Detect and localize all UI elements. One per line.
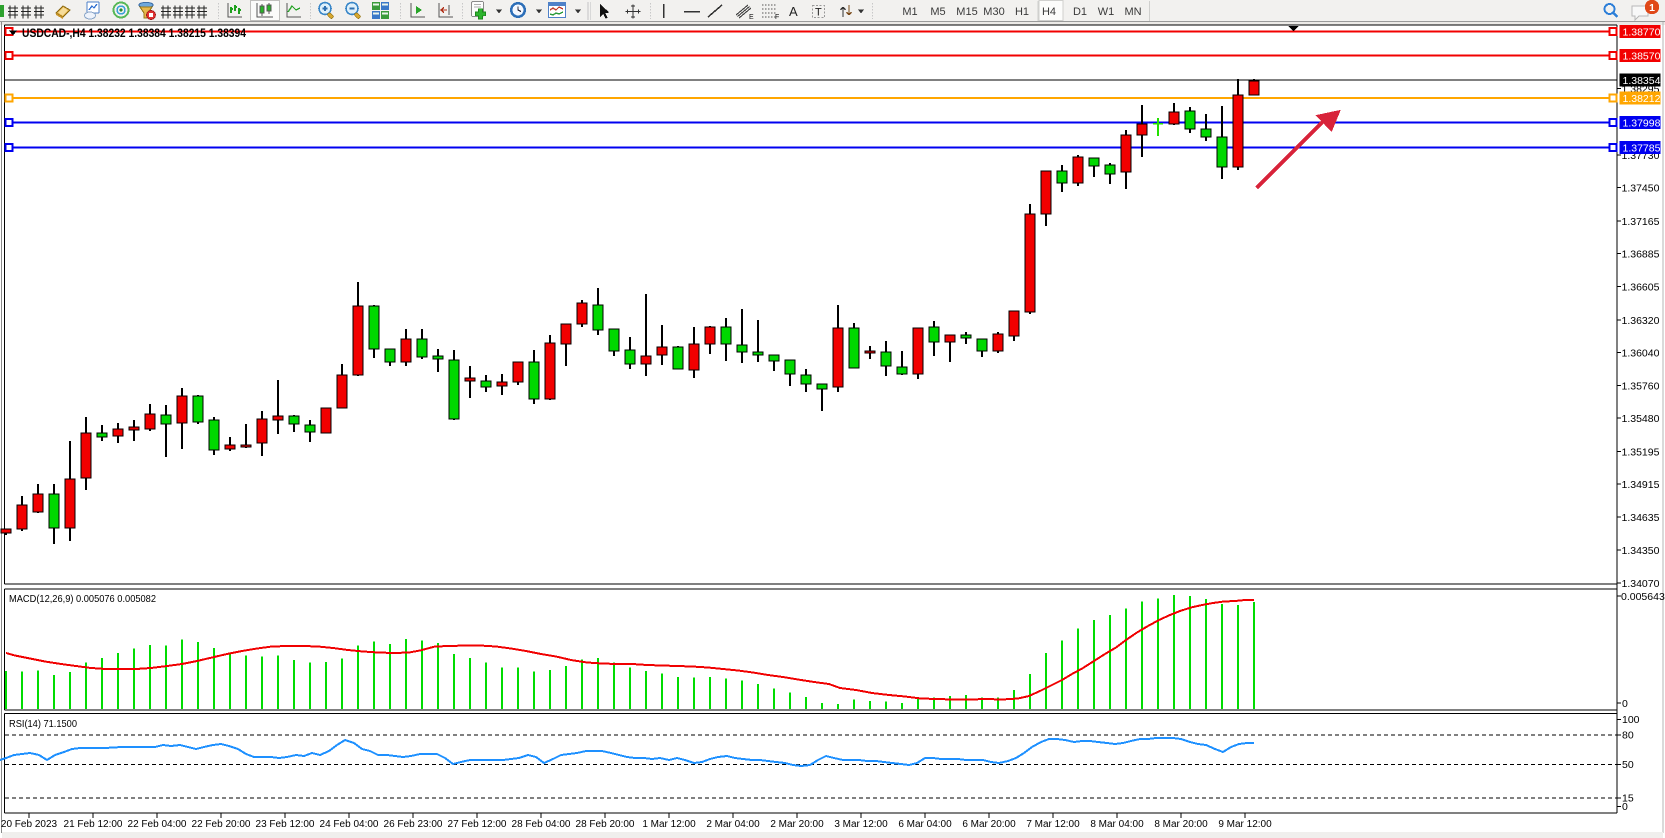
svg-text:23 Feb 12:00: 23 Feb 12:00 xyxy=(256,819,315,830)
svg-text:3 Mar 12:00: 3 Mar 12:00 xyxy=(834,819,888,830)
svg-text:8 Mar 20:00: 8 Mar 20:00 xyxy=(1154,819,1208,830)
svg-text:H4: H4 xyxy=(1042,6,1056,18)
svg-text:1.37450: 1.37450 xyxy=(1622,182,1660,194)
svg-text:1.38570: 1.38570 xyxy=(1623,50,1661,62)
svg-text:RSI(14) 71.1500: RSI(14) 71.1500 xyxy=(9,718,77,730)
svg-text:26 Feb 23:00: 26 Feb 23:00 xyxy=(384,819,443,830)
svg-text:1.35195: 1.35195 xyxy=(1622,446,1660,458)
svg-text:M1: M1 xyxy=(902,6,917,18)
svg-text:1.38212: 1.38212 xyxy=(1623,93,1661,105)
svg-text:MN: MN xyxy=(1124,6,1141,18)
svg-text:1.36320: 1.36320 xyxy=(1622,315,1660,327)
svg-text:1.35480: 1.35480 xyxy=(1622,413,1660,425)
svg-text:D1: D1 xyxy=(1073,6,1087,18)
svg-text:1.34350: 1.34350 xyxy=(1622,545,1660,557)
svg-text:M30: M30 xyxy=(983,6,1004,18)
svg-text:1.38770: 1.38770 xyxy=(1623,26,1661,38)
svg-text:28 Feb 20:00: 28 Feb 20:00 xyxy=(576,819,635,830)
svg-text:21 Feb 12:00: 21 Feb 12:00 xyxy=(64,819,123,830)
svg-text:M5: M5 xyxy=(930,6,945,18)
svg-text:24 Feb 04:00: 24 Feb 04:00 xyxy=(320,819,379,830)
svg-text:1.35760: 1.35760 xyxy=(1622,380,1660,392)
svg-text:22 Feb 20:00: 22 Feb 20:00 xyxy=(192,819,251,830)
svg-text:T: T xyxy=(815,7,822,19)
svg-text:F: F xyxy=(775,14,779,21)
svg-text:0: 0 xyxy=(1622,801,1628,813)
svg-text:1.37998: 1.37998 xyxy=(1623,117,1661,129)
svg-text:80: 80 xyxy=(1622,730,1634,742)
svg-text:MACD(12,26,9) 0.005076 0.00508: MACD(12,26,9) 0.005076 0.005082 xyxy=(9,593,156,605)
svg-text:1: 1 xyxy=(1649,2,1655,14)
svg-text:0: 0 xyxy=(1622,698,1628,710)
svg-text:1.37785: 1.37785 xyxy=(1623,142,1661,154)
svg-text:100: 100 xyxy=(1622,714,1640,726)
svg-text:1 Mar 12:00: 1 Mar 12:00 xyxy=(642,819,696,830)
svg-text:8 Mar 04:00: 8 Mar 04:00 xyxy=(1090,819,1144,830)
svg-text:22 Feb 04:00: 22 Feb 04:00 xyxy=(128,819,187,830)
svg-text:15: 15 xyxy=(1622,793,1634,805)
svg-text:7 Mar 12:00: 7 Mar 12:00 xyxy=(1026,819,1080,830)
svg-text:1.37165: 1.37165 xyxy=(1622,216,1660,228)
svg-text:W1: W1 xyxy=(1098,6,1115,18)
svg-text:27 Feb 12:00: 27 Feb 12:00 xyxy=(448,819,507,830)
svg-text:M15: M15 xyxy=(956,6,977,18)
svg-text:2 Mar 20:00: 2 Mar 20:00 xyxy=(770,819,824,830)
svg-text:28 Feb 04:00: 28 Feb 04:00 xyxy=(512,819,571,830)
svg-text:6 Mar 04:00: 6 Mar 04:00 xyxy=(898,819,952,830)
svg-text:E: E xyxy=(749,14,754,21)
svg-text:1.34635: 1.34635 xyxy=(1622,512,1660,524)
svg-text:A: A xyxy=(789,4,798,19)
svg-text:50: 50 xyxy=(1622,759,1634,771)
svg-text:2 Mar 04:00: 2 Mar 04:00 xyxy=(706,819,760,830)
svg-text:1.36885: 1.36885 xyxy=(1622,248,1660,260)
svg-text:H1: H1 xyxy=(1015,6,1029,18)
svg-text:1.34070: 1.34070 xyxy=(1622,578,1660,590)
svg-text:0.005643: 0.005643 xyxy=(1621,591,1665,603)
svg-text:9 Mar 12:00: 9 Mar 12:00 xyxy=(1218,819,1272,830)
svg-text:USDCAD-,H4 1.38232 1.38384 1.: USDCAD-,H4 1.38232 1.38384 1.38215 1.383… xyxy=(22,28,247,40)
svg-text:20 Feb 2023: 20 Feb 2023 xyxy=(1,819,58,830)
svg-text:1.34915: 1.34915 xyxy=(1622,479,1660,491)
svg-text:6 Mar 20:00: 6 Mar 20:00 xyxy=(962,819,1016,830)
svg-text:1.36040: 1.36040 xyxy=(1622,347,1660,359)
svg-text:1.38354: 1.38354 xyxy=(1623,75,1661,87)
svg-text:1.36605: 1.36605 xyxy=(1622,281,1660,293)
